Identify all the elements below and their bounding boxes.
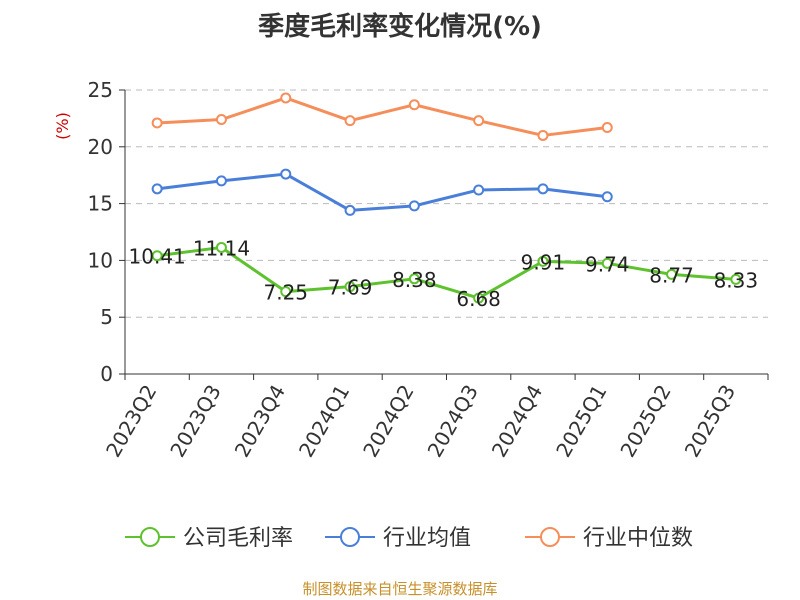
y-tick-label: 15 — [88, 192, 113, 216]
x-tick-label: 2023Q2 — [101, 381, 161, 462]
data-point — [280, 168, 292, 180]
data-point — [151, 117, 163, 129]
legend-marker — [340, 527, 360, 547]
data-point — [408, 99, 420, 111]
x-tick-label: 2024Q1 — [294, 381, 354, 462]
data-point — [473, 184, 485, 196]
y-tick-label: 10 — [88, 248, 113, 272]
x-tick-label: 2023Q3 — [165, 381, 225, 462]
legend-label: 行业均值 — [383, 526, 471, 551]
legend-label: 行业中位数 — [583, 526, 693, 551]
data-point — [537, 183, 549, 195]
x-tick-label: 2023Q4 — [230, 381, 290, 462]
data-point — [601, 121, 613, 133]
data-label: 7.69 — [328, 276, 373, 300]
source-footer: 制图数据来自恒生聚源数据库 — [302, 580, 498, 598]
data-point — [473, 115, 485, 127]
data-label: 9.91 — [521, 250, 566, 274]
x-tick-label: 2024Q2 — [358, 381, 418, 462]
data-label: 8.33 — [714, 268, 759, 292]
data-point — [215, 114, 227, 126]
data-label: 11.14 — [193, 236, 250, 260]
data-label: 9.74 — [585, 252, 630, 276]
x-tick-label: 2025Q2 — [615, 381, 675, 462]
data-point — [601, 257, 613, 269]
chart-title: 季度毛利率变化情况(%) — [258, 12, 542, 42]
data-point — [215, 241, 227, 253]
data-point — [537, 129, 549, 141]
data-point — [666, 268, 678, 280]
y-tick-label: 5 — [100, 305, 113, 329]
data-point — [151, 250, 163, 262]
data-point — [280, 92, 292, 104]
data-point — [408, 200, 420, 212]
x-tick-label: 2024Q3 — [423, 381, 483, 462]
data-point — [473, 292, 485, 304]
data-point — [344, 115, 356, 127]
x-tick-label: 2025Q1 — [551, 381, 611, 462]
series-line — [157, 96, 608, 137]
x-tick-label: 2025Q3 — [680, 381, 740, 462]
data-point — [601, 191, 613, 203]
legend-label: 公司毛利率 — [183, 526, 293, 551]
data-point — [215, 175, 227, 187]
y-tick-label: 0 — [100, 362, 113, 386]
data-point — [537, 255, 549, 267]
y-unit-label: (%) — [53, 112, 72, 140]
x-tick-label: 2024Q4 — [487, 381, 547, 462]
legend-marker — [540, 527, 560, 547]
data-label: 8.38 — [392, 268, 437, 292]
legend-marker — [140, 527, 160, 547]
data-label: 7.25 — [263, 281, 308, 305]
data-point — [344, 281, 356, 293]
y-tick-label: 25 — [88, 78, 113, 102]
data-point — [151, 183, 163, 195]
y-tick-label: 20 — [88, 135, 113, 159]
data-point — [730, 273, 742, 285]
series-line — [156, 245, 736, 300]
data-point — [344, 204, 356, 216]
data-point — [408, 273, 420, 285]
data-label: 8.77 — [649, 263, 694, 287]
data-label: 10.41 — [129, 245, 186, 269]
data-point — [280, 286, 292, 298]
series-line — [156, 172, 608, 212]
data-label: 6.68 — [456, 287, 501, 311]
